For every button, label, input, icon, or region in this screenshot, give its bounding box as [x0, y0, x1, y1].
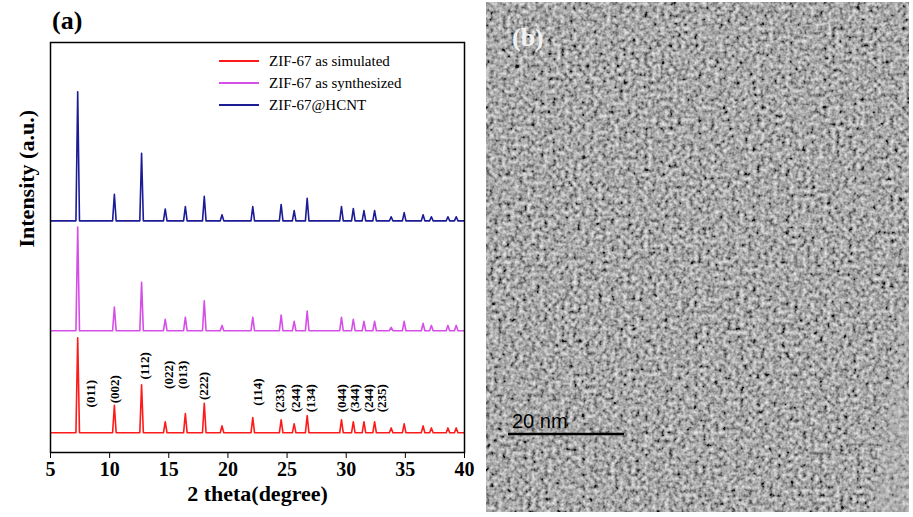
svg-text:(244): (244) [360, 384, 376, 413]
svg-text:25: 25 [277, 458, 297, 480]
svg-text:15: 15 [159, 458, 179, 480]
svg-text:20 nm: 20 nm [512, 410, 568, 432]
svg-text:(002): (002) [107, 375, 122, 403]
svg-text:30: 30 [336, 458, 356, 480]
svg-text:(344): (344) [347, 384, 363, 413]
svg-text:(222): (222) [196, 372, 211, 400]
svg-text:20: 20 [218, 458, 238, 480]
html-text:(a): (a) [52, 6, 83, 35]
svg-text:2 theta(degree): 2 theta(degree) [187, 481, 328, 506]
svg-text:(114): (114) [250, 378, 265, 405]
svg-text:(011): (011) [83, 380, 98, 407]
svg-text:(244): (244) [288, 384, 303, 412]
svg-text:(134): (134) [303, 384, 318, 412]
svg-text:5: 5 [46, 458, 56, 480]
svg-text:(022): (022) [161, 361, 176, 389]
svg-text:(044): (044) [333, 384, 349, 413]
svg-text:(112): (112) [137, 352, 152, 379]
svg-text:(b): (b) [512, 23, 544, 52]
svg-text:10: 10 [100, 458, 120, 480]
svg-text:Intensity (a.u.): Intensity (a.u.) [14, 110, 39, 248]
svg-text:(013): (013) [175, 361, 190, 389]
html-text:ZIF-67@HCNT: ZIF-67@HCNT [269, 96, 367, 113]
svg-text:35: 35 [395, 458, 415, 480]
html-text:ZIF-67 as synthesized: ZIF-67 as synthesized [269, 74, 402, 91]
svg-text:(233): (233) [272, 384, 287, 412]
html-text:ZIF-67 as simulated: ZIF-67 as simulated [269, 52, 390, 69]
svg-text:40: 40 [455, 458, 475, 480]
svg-text:(235): (235) [374, 384, 389, 412]
